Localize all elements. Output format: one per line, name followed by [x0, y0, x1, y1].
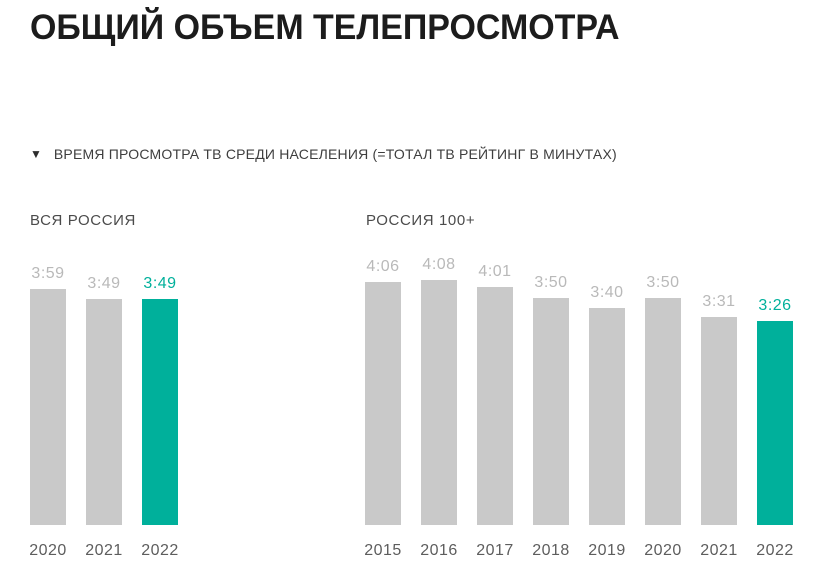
bar-2019: 3:40 2019	[588, 284, 625, 559]
bar-chart-all-russia: 3:59 2020 3:49 2021 3:49 2022	[29, 250, 178, 559]
chart-title-russia-100plus: РОССИЯ 100+	[366, 212, 476, 229]
bar-2017: 4:01 2017	[476, 263, 513, 559]
page-title: ОБЩИЙ ОБЪЕМ ТЕЛЕПРОСМОТРА	[30, 8, 620, 47]
bar-year-label: 2017	[476, 542, 514, 559]
triangle-bullet-icon: ▼	[30, 147, 42, 161]
bar-year-label: 2020	[29, 542, 67, 559]
chart-title-all-russia: ВСЯ РОССИЯ	[30, 212, 136, 229]
bar-value-label: 4:08	[422, 255, 456, 273]
bar-2015: 4:06 2015	[364, 258, 401, 559]
bar-year-label: 2016	[420, 542, 458, 559]
bar-2016: 4:08 2016	[420, 256, 457, 559]
legend-text: ВРЕМЯ ПРОСМОТРА ТВ СРЕДИ НАСЕЛЕНИЯ (=ТОТ…	[53, 146, 617, 162]
bar-year-label: 2022	[141, 542, 179, 559]
bar-year-label: 2022	[756, 542, 794, 559]
bar-2020: 3:50 2020	[644, 274, 681, 559]
bar-year-label: 2021	[700, 542, 738, 559]
bar-value-label: 3:26	[758, 296, 792, 314]
bar-year-label: 2018	[532, 542, 570, 559]
bar-value-label: 4:06	[366, 257, 400, 275]
bar-value-label: 3:49	[87, 274, 121, 292]
bar-chart-russia-100plus: 4:06 2015 4:08 2016 4:01 2017 3:50 2018 3:40 2019…	[364, 250, 793, 559]
bar-2021: 3:31 2021	[700, 293, 737, 559]
bar-2020: 3:59 2020	[29, 265, 66, 559]
bar-year-label: 2021	[85, 542, 123, 559]
bar-2018: 3:50 2018	[532, 274, 569, 559]
bar-2022: 3:49 2022	[141, 275, 178, 559]
bar-value-label: 3:59	[31, 264, 65, 282]
bar-value-label: 3:31	[702, 292, 736, 310]
bar-value-label: 3:40	[590, 283, 624, 301]
bar-value-label: 3:50	[534, 273, 568, 291]
bar-value-label: 3:49	[143, 274, 177, 292]
bar-year-label: 2019	[588, 542, 626, 559]
bar-2022: 3:26 2022	[756, 297, 793, 559]
bar-2021: 3:49 2021	[85, 275, 122, 559]
legend-row: ▼ ВРЕМЯ ПРОСМОТРА ТВ СРЕДИ НАСЕЛЕНИЯ (=Т…	[30, 146, 617, 162]
bar-value-label: 3:50	[646, 273, 680, 291]
bar-year-label: 2015	[364, 542, 402, 559]
bar-year-label: 2020	[644, 542, 682, 559]
bar-value-label: 4:01	[478, 262, 512, 280]
